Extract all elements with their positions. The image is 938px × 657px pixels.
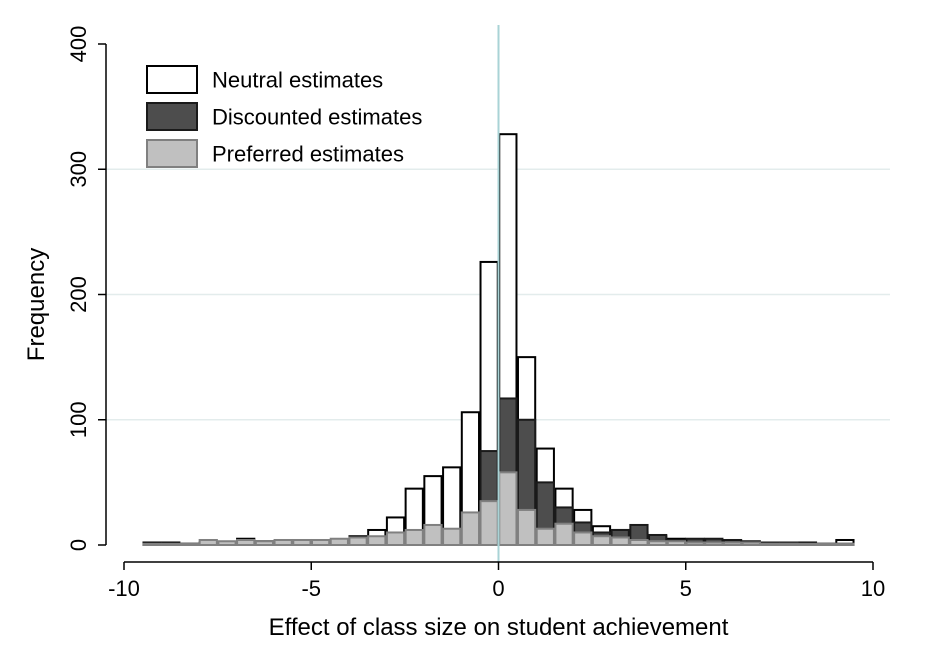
bar-preferred-8 xyxy=(292,538,312,546)
bar-preferred-15 xyxy=(423,523,443,547)
bar-preferred-6 xyxy=(254,540,275,546)
legend-label-0: Neutral estimates xyxy=(212,68,383,93)
bar-preferred-36 xyxy=(816,542,836,546)
bar-preferred-1 xyxy=(161,542,181,546)
bar-preferred-30 xyxy=(704,541,724,546)
x-axis-ticks: -10 -5 0 5 10 xyxy=(108,562,885,601)
bar-preferred-2 xyxy=(179,542,200,546)
bar-preferred-20 xyxy=(516,508,537,546)
legend-swatch-1 xyxy=(146,102,198,131)
bar-preferred-27 xyxy=(648,540,668,546)
series-preferred xyxy=(142,471,855,547)
bar-preferred-32 xyxy=(741,541,761,546)
bar-preferred-10 xyxy=(329,537,349,546)
bar-preferred-28 xyxy=(666,540,687,546)
y-axis-title: Frequency xyxy=(23,248,50,361)
y-tick-label-0: 0 xyxy=(66,539,91,551)
x-tick-label-0: -10 xyxy=(108,576,140,601)
x-tick-label-2: 0 xyxy=(492,576,504,601)
bar-preferred-19 xyxy=(498,471,518,547)
y-tick-label-3: 300 xyxy=(66,151,91,188)
bar-preferred-37 xyxy=(835,542,855,546)
bar-preferred-0 xyxy=(142,542,162,546)
bar-preferred-3 xyxy=(198,538,218,546)
bar-preferred-7 xyxy=(273,538,293,546)
bar-preferred-25 xyxy=(610,536,630,546)
bar-preferred-13 xyxy=(385,531,406,546)
legend-swatch-0 xyxy=(146,65,198,94)
y-tick-label-1: 100 xyxy=(66,401,91,438)
x-tick-label-3: 5 xyxy=(680,576,692,601)
y-tick-label-2: 200 xyxy=(66,276,91,313)
bar-preferred-35 xyxy=(797,542,818,546)
bar-preferred-31 xyxy=(722,541,743,546)
bar-preferred-24 xyxy=(591,535,612,546)
bar-preferred-4 xyxy=(217,540,237,546)
bar-preferred-14 xyxy=(404,528,424,546)
bar-preferred-12 xyxy=(367,535,387,546)
bar-preferred-23 xyxy=(573,531,593,546)
bar-preferred-5 xyxy=(236,538,256,546)
bar-preferred-18 xyxy=(479,500,499,547)
bar-preferred-29 xyxy=(685,541,705,546)
bar-preferred-22 xyxy=(554,522,574,547)
bar-preferred-11 xyxy=(348,536,368,546)
legend-swatch-2 xyxy=(146,139,198,168)
x-axis-title: Effect of class size on student achievem… xyxy=(269,614,729,641)
x-tick-label-4: 10 xyxy=(861,576,885,601)
y-tick-label-4: 400 xyxy=(66,26,91,63)
bar-preferred-33 xyxy=(760,542,780,546)
bar-preferred-17 xyxy=(460,511,481,546)
y-axis-ticks: 0 100 200 300 400 xyxy=(66,26,106,551)
legend-label-2: Preferred estimates xyxy=(212,142,404,167)
legend: Neutral estimates Discounted estimates Pre… xyxy=(146,65,422,168)
legend-label-1: Discounted estimates xyxy=(212,105,422,130)
bar-preferred-34 xyxy=(779,542,799,546)
bar-preferred-26 xyxy=(629,538,649,546)
bar-preferred-9 xyxy=(311,538,331,546)
x-tick-label-1: -5 xyxy=(301,576,321,601)
bar-preferred-21 xyxy=(535,527,555,547)
bar-preferred-16 xyxy=(442,527,462,547)
